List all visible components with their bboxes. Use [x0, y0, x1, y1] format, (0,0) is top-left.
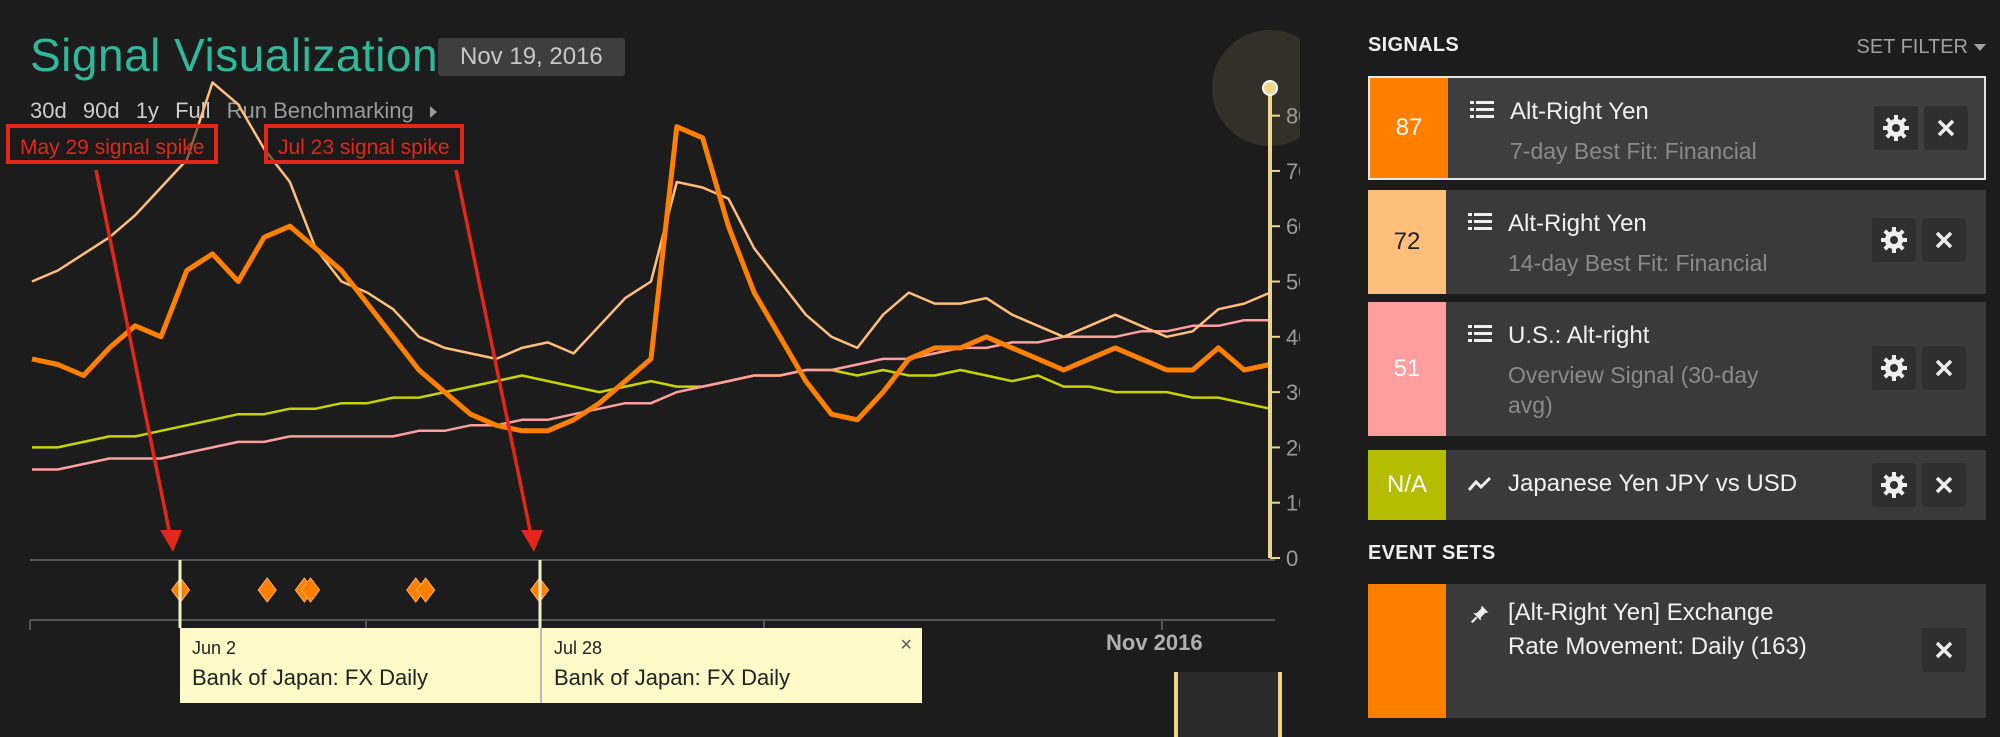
pin-icon	[1470, 605, 1489, 624]
close-icon	[1935, 359, 1953, 377]
event-marker-diamond[interactable]	[300, 577, 321, 603]
navigator-window[interactable]	[1174, 672, 1282, 737]
date-badge: Nov 19, 2016	[438, 38, 625, 76]
list-icon	[1468, 213, 1492, 230]
signal-value: 72	[1393, 228, 1421, 255]
event-set-card[interactable]: [Alt-Right Yen] Exchange Rate Movement: …	[1368, 584, 1986, 718]
line-chart-icon	[1468, 476, 1492, 491]
signal-card[interactable]: 51 U.S.: Alt-right Overview Signal (30-d…	[1368, 302, 1986, 436]
signal-subtitle: Overview Signal (30-day avg)	[1508, 362, 1759, 418]
highlight-halo	[1212, 30, 1300, 146]
y-tick-label: 50	[1286, 270, 1300, 295]
caret-down-icon	[1974, 44, 1986, 52]
close-icon	[1935, 231, 1953, 249]
series-line-0	[31, 124, 1271, 434]
list-icon	[1468, 325, 1492, 342]
event-marker-diamond[interactable]	[416, 577, 436, 603]
close-icon	[1935, 476, 1953, 494]
signal-card[interactable]: N/A Japanese Yen JPY vs USD	[1368, 450, 1986, 520]
y-tick-label: 70	[1286, 159, 1300, 184]
y-axis-ticks: 80 70 60 50 40 30 20 10 0	[1270, 104, 1300, 571]
caret-right-icon	[429, 106, 437, 119]
y-tick-label: 10	[1286, 491, 1300, 516]
run-benchmarking-link[interactable]: Run Benchmarking	[227, 98, 447, 123]
event-set-swatch	[1368, 584, 1446, 718]
range-selector: 30d 90d 1y Full Run Benchmarking	[30, 98, 457, 124]
signal-name: Japanese Yen JPY vs USD	[1508, 470, 1798, 497]
page-title: Signal Visualization	[30, 29, 439, 81]
tooltip-event-name: Bank of Japan: FX Daily	[554, 665, 791, 690]
set-filter-label: SET FILTER	[1856, 36, 1968, 58]
signal-value: 51	[1393, 355, 1421, 382]
signal-value-swatch: 72	[1368, 190, 1446, 294]
close-icon	[1935, 641, 1953, 659]
range-full[interactable]: Full	[175, 98, 211, 123]
y-tick-label: 30	[1286, 380, 1300, 405]
close-icon	[1937, 119, 1955, 137]
settings-button[interactable]	[1872, 218, 1916, 262]
remove-button[interactable]	[1922, 346, 1966, 390]
y-tick-label: 40	[1286, 325, 1300, 350]
current-point-marker[interactable]	[1262, 80, 1278, 96]
gear-icon	[1881, 355, 1907, 381]
y-tick-label: 60	[1286, 214, 1300, 239]
signal-name: U.S.: Alt-right	[1508, 322, 1650, 349]
series-line-3	[32, 368, 1271, 449]
series-layer	[31, 81, 1271, 471]
signal-value-swatch: 51	[1368, 302, 1446, 436]
signal-value-swatch: 87	[1370, 78, 1448, 178]
settings-button[interactable]	[1872, 346, 1916, 390]
remove-button[interactable]	[1922, 218, 1966, 262]
y-tick-label: 0	[1286, 546, 1298, 571]
signal-value: 87	[1395, 114, 1423, 141]
annotation-may29: May 29 signal spike	[6, 124, 219, 164]
settings-button[interactable]	[1872, 463, 1916, 507]
signal-subtitle: 14-day Best Fit: Financial	[1508, 250, 1768, 276]
timeline-label: Nov 2016	[1106, 630, 1203, 655]
event-marker-diamond[interactable]	[257, 577, 277, 603]
signal-chart: 80 70 60 50 40 30 20 10 0	[29, 30, 1300, 630]
y-tick-label: 20	[1286, 435, 1300, 460]
event-markers	[170, 577, 550, 603]
set-filter-dropdown[interactable]: SET FILTER	[1856, 36, 1986, 59]
remove-button[interactable]	[1924, 106, 1968, 150]
event-tooltip-jul28[interactable]: Jul 28 Bank of Japan: FX Daily ×	[540, 628, 922, 703]
remove-button[interactable]	[1922, 463, 1966, 507]
gear-icon	[1883, 115, 1909, 141]
signal-value: N/A	[1386, 471, 1427, 498]
tooltip-close-button[interactable]: ×	[900, 634, 912, 656]
tooltip-event-name: Bank of Japan: FX Daily	[192, 665, 429, 690]
settings-button[interactable]	[1874, 106, 1918, 150]
signal-subtitle: 7-day Best Fit: Financial	[1510, 138, 1757, 164]
y-tick-label: 80	[1286, 104, 1300, 129]
range-1y[interactable]: 1y	[135, 98, 159, 123]
range-30d[interactable]: 30d	[30, 98, 67, 123]
signal-card[interactable]: 72 Alt-Right Yen 14-day Best Fit: Financ…	[1368, 190, 1986, 294]
signal-name: Alt-Right Yen	[1508, 210, 1647, 237]
event-sets-heading: EVENT SETS	[1368, 542, 1496, 564]
remove-button[interactable]	[1922, 628, 1966, 672]
event-set-name: [Alt-Right Yen] Exchange Rate Movement: …	[1508, 599, 1807, 660]
signal-value-swatch: N/A	[1368, 450, 1446, 520]
range-90d[interactable]: 90d	[82, 98, 120, 123]
annotation-arrow-2	[454, 169, 543, 552]
signal-name: Alt-Right Yen	[1510, 98, 1649, 125]
run-benchmarking-label: Run Benchmarking	[226, 98, 414, 123]
chart-area: Signal Visualization Nov 19, 2016 30d 90…	[6, 29, 1300, 737]
annotation-jul23: Jul 23 signal spike	[264, 124, 464, 164]
tooltip-date: Jun 2	[192, 638, 237, 658]
signal-card[interactable]: 87 Alt-Right Yen 7-day Best Fit: Financi…	[1368, 76, 1986, 180]
gear-icon	[1881, 472, 1907, 498]
series-line-1	[31, 81, 1271, 361]
tooltip-date: Jul 28	[554, 638, 603, 658]
gear-icon	[1881, 227, 1907, 253]
list-icon	[1470, 101, 1494, 118]
annotation-arrow-1	[94, 169, 182, 552]
event-tooltip-jun2[interactable]: Jun 2 Bank of Japan: FX Daily	[180, 628, 540, 703]
signals-heading: SIGNALS	[1368, 34, 1459, 56]
